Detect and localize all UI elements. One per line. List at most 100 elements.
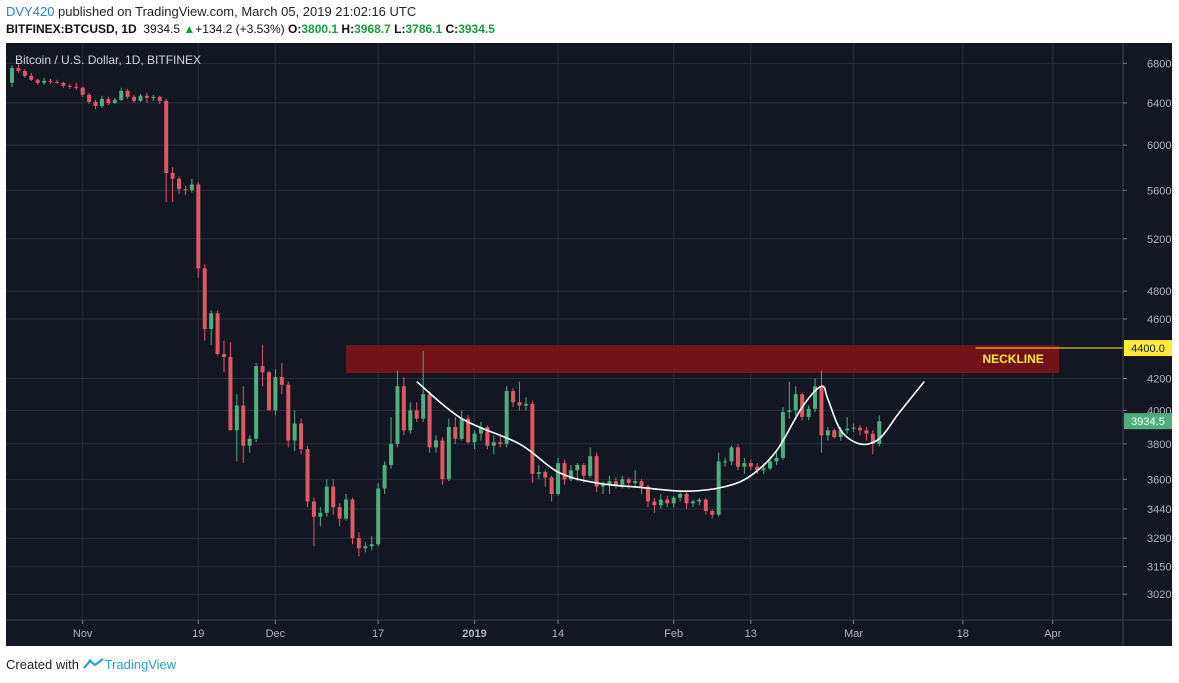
candle bbox=[568, 464, 573, 482]
candle bbox=[633, 470, 638, 487]
candle bbox=[138, 93, 143, 102]
candle-body bbox=[819, 386, 824, 436]
open-value: 3800.1 bbox=[301, 22, 339, 36]
price-tick-label: 6400.0 bbox=[1147, 98, 1172, 110]
candle-body bbox=[74, 86, 79, 88]
candle-body bbox=[222, 354, 226, 358]
candle bbox=[543, 470, 548, 487]
candle bbox=[549, 475, 554, 502]
ohlc-line: BITFINEX:BTCUSD, 1D 3934.5 ▲+134.2 (+3.5… bbox=[6, 22, 495, 36]
candle bbox=[215, 310, 220, 356]
candle-body bbox=[858, 427, 862, 431]
candle bbox=[74, 82, 79, 90]
candle bbox=[742, 457, 747, 474]
candle-body bbox=[151, 96, 156, 98]
candle-body bbox=[710, 510, 715, 515]
candle bbox=[132, 94, 137, 103]
candle-body bbox=[800, 394, 805, 417]
candle-body bbox=[780, 412, 785, 458]
candle bbox=[10, 65, 14, 87]
candle-body bbox=[311, 501, 316, 517]
candle bbox=[234, 394, 239, 462]
candle-body bbox=[273, 376, 278, 411]
candle bbox=[119, 87, 124, 101]
candle-body bbox=[504, 391, 509, 444]
candle-body bbox=[119, 90, 124, 100]
candle-body bbox=[755, 466, 760, 471]
open-label: O: bbox=[288, 22, 302, 36]
candle-body bbox=[658, 499, 663, 506]
candle-body bbox=[838, 430, 843, 438]
candle bbox=[67, 83, 72, 89]
candle bbox=[562, 459, 567, 485]
candle bbox=[389, 416, 394, 469]
candle bbox=[125, 88, 130, 99]
candle-body bbox=[472, 433, 477, 443]
candle-body bbox=[832, 430, 837, 438]
candle bbox=[639, 479, 644, 494]
candle-body bbox=[414, 410, 419, 419]
candle bbox=[164, 98, 169, 203]
candle bbox=[697, 497, 702, 506]
candle-body bbox=[421, 394, 426, 419]
candle bbox=[292, 410, 297, 451]
candle-body bbox=[408, 410, 413, 431]
candle-body bbox=[318, 512, 323, 517]
candle-body bbox=[466, 418, 471, 443]
time-tick-label: Feb bbox=[664, 628, 683, 640]
candle bbox=[305, 445, 310, 508]
time-tick-label: 2019 bbox=[462, 628, 486, 640]
candle bbox=[478, 421, 483, 441]
candle-body bbox=[42, 80, 47, 83]
candle bbox=[729, 445, 734, 465]
candle bbox=[408, 402, 413, 434]
candle bbox=[851, 423, 856, 432]
candle-body bbox=[106, 98, 111, 103]
candle-body bbox=[562, 463, 567, 480]
candle bbox=[414, 402, 419, 422]
candle bbox=[356, 532, 361, 557]
candle-body bbox=[87, 94, 92, 102]
candle bbox=[517, 381, 522, 411]
chart-panel[interactable]: NECKLINE 6800.0 6400.0 6000.0 5600.0 5200.0 4… bbox=[6, 43, 1172, 646]
candle-body bbox=[729, 447, 734, 462]
candle bbox=[735, 443, 740, 471]
candle-body bbox=[434, 440, 438, 448]
tradingview-logo-icon[interactable] bbox=[82, 657, 105, 672]
candle bbox=[247, 435, 252, 453]
price-chart[interactable]: NECKLINE 6800.0 6400.0 6000.0 5600.0 5200.0 4… bbox=[6, 43, 1172, 646]
candle bbox=[35, 78, 40, 85]
candle bbox=[825, 426, 830, 441]
candle-body bbox=[356, 538, 361, 549]
candle-body bbox=[189, 184, 194, 191]
candle-body bbox=[735, 447, 740, 467]
candle bbox=[16, 64, 21, 73]
author-link[interactable]: DVY420 bbox=[6, 4, 55, 19]
candle-body bbox=[671, 497, 676, 504]
candle bbox=[299, 418, 304, 455]
tradingview-brand[interactable]: TradingView bbox=[104, 657, 177, 672]
neckline-rect bbox=[346, 345, 1060, 374]
neckline-label: NECKLINE bbox=[982, 352, 1043, 366]
low-value: 3786.1 bbox=[405, 22, 443, 36]
candle-body bbox=[48, 80, 53, 82]
candle-body bbox=[35, 79, 40, 83]
price-tick-label: 3020.0 bbox=[1147, 589, 1172, 601]
price-tick-label: 6800.0 bbox=[1147, 58, 1172, 70]
candle bbox=[54, 79, 59, 84]
candle-body bbox=[446, 426, 451, 480]
candle-body bbox=[157, 96, 162, 101]
candle bbox=[466, 415, 471, 444]
candle-body bbox=[845, 428, 850, 431]
candle bbox=[780, 407, 785, 460]
candle bbox=[813, 378, 818, 413]
candle bbox=[80, 86, 85, 97]
candle-body bbox=[646, 486, 650, 502]
candle bbox=[189, 178, 194, 193]
price-tick-label: 3150.0 bbox=[1147, 562, 1172, 574]
candle bbox=[845, 416, 850, 434]
candle bbox=[266, 370, 271, 411]
candle-body bbox=[787, 410, 792, 413]
candle-body bbox=[67, 85, 72, 87]
candle bbox=[401, 376, 406, 436]
